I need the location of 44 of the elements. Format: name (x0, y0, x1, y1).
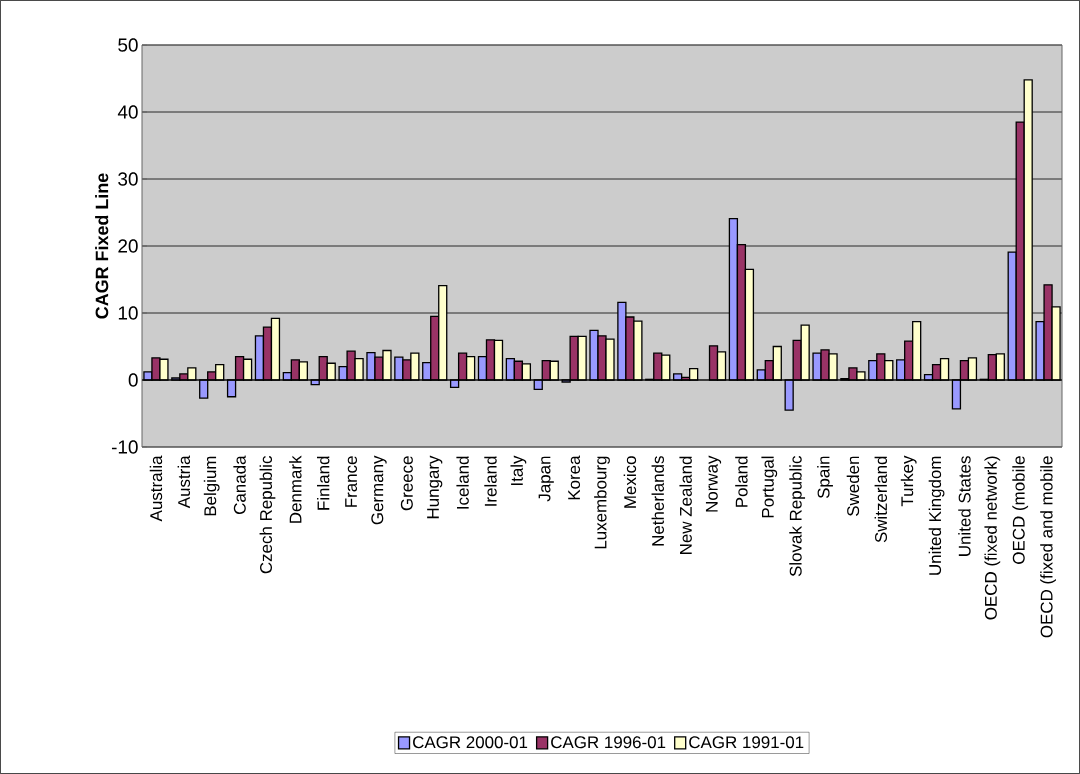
x-tick-label: OECD (fixed and mobile (1040, 456, 1056, 638)
x-tick-label: Slovak Republic (789, 456, 806, 577)
x-tick-label: Italy (510, 455, 527, 486)
x-tick-label: Ireland (484, 456, 497, 506)
y-tick-label: 0 (128, 373, 138, 387)
x-tick-label: Czech Republic (259, 456, 276, 574)
x-tick-label: Germany (371, 455, 387, 525)
x-tick-label: Australia (149, 455, 163, 522)
x-tick-label: Denmark (289, 455, 302, 523)
x-tick-label: Sweden (846, 456, 860, 516)
x-tick-label: Finland (317, 456, 330, 510)
x-tick-label: Greece (400, 456, 413, 511)
x-tick-label: Hungary (427, 455, 443, 519)
x-tick-label: Austria (177, 455, 191, 509)
x-tick-label: Switzerland (874, 456, 888, 543)
y-tick-label: 20 (118, 239, 138, 253)
legend-label: CAGR 2000-01 (413, 736, 528, 749)
x-tick-label: Portugal (761, 456, 778, 518)
x-tick-label: Japan (538, 456, 554, 502)
x-tick-label: OECD (fixed network) (984, 456, 1001, 620)
x-tick-label: Spain (817, 456, 833, 499)
x-tick-label: Mexico (623, 456, 637, 508)
y-axis-title: CAGR Fixed Line (95, 173, 109, 319)
y-tick-label: 40 (117, 105, 138, 119)
x-tick-label: Turkey (900, 455, 917, 507)
x-tick-label: Netherlands (651, 456, 664, 546)
x-tick-label: New Zealand (679, 456, 692, 554)
legend-label: CAGR 1996-01 (551, 736, 666, 749)
x-tick-label: Norway (705, 455, 722, 512)
x-tick-label: United States (958, 456, 971, 556)
x-tick-label: Korea (568, 455, 581, 500)
y-tick-label: 10 (118, 306, 138, 320)
y-tick-label: 30 (118, 172, 138, 186)
x-tick-label: France (345, 456, 358, 507)
legend-label: CAGR 1991-01 (689, 736, 804, 749)
x-tick-label: Iceland (456, 456, 469, 509)
x-tick-label: Canada (233, 455, 246, 514)
x-tick-label: Poland (735, 456, 748, 507)
y-tick-label: 50 (118, 38, 138, 52)
x-tick-label: United Kingdom (928, 456, 945, 575)
y-tick-label: -10 (111, 440, 138, 454)
x-tick-label: Luxembourg (594, 456, 610, 549)
x-tick-label: OECD (mobile (1012, 456, 1029, 564)
x-tick-label: Belgium (203, 456, 220, 516)
